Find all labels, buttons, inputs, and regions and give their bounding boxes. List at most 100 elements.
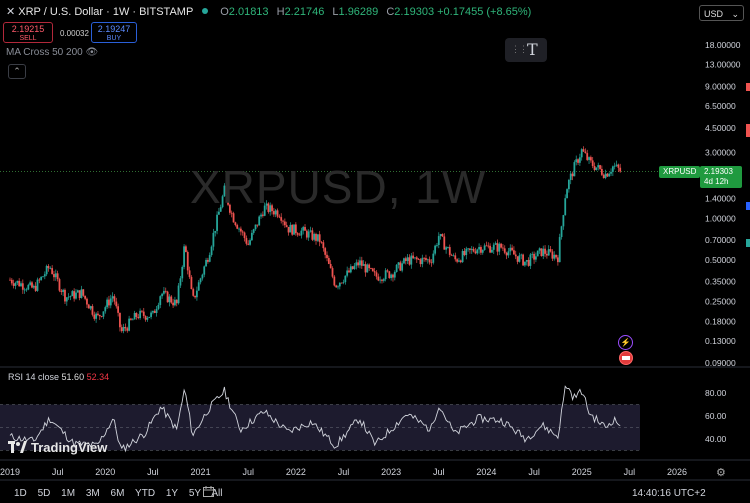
candle-body <box>549 249 552 252</box>
range-6m[interactable]: 6M <box>110 488 125 499</box>
candle <box>205 257 207 267</box>
candle-body <box>249 240 251 245</box>
range-all[interactable]: All <box>211 488 223 499</box>
buy-button[interactable]: 2.19247 BUY <box>91 22 137 43</box>
candle <box>500 242 502 249</box>
candle <box>535 252 537 263</box>
candle-body <box>600 168 603 175</box>
candle <box>163 287 165 296</box>
collapse-legend-button[interactable]: ⌃ <box>8 64 26 79</box>
candle-body <box>496 243 499 252</box>
candle <box>362 260 365 266</box>
candle <box>392 273 394 282</box>
candle <box>599 164 601 171</box>
drawing-toolbox[interactable]: ⋮⋮ T <box>505 38 547 62</box>
candle-body <box>386 270 389 272</box>
candle-body <box>518 255 521 262</box>
candle-body <box>485 245 488 247</box>
range-5d[interactable]: 5D <box>37 488 51 499</box>
candle <box>289 222 292 233</box>
candle <box>78 290 81 301</box>
text-tool-icon[interactable]: T <box>527 40 538 59</box>
gear-icon[interactable]: ⚙ <box>716 467 726 479</box>
candle-body <box>199 278 202 283</box>
axis-marker <box>746 124 750 132</box>
candle-body <box>49 268 52 269</box>
candle <box>514 250 517 260</box>
candle <box>511 244 513 252</box>
candle-body <box>109 298 112 306</box>
candle-body <box>535 256 537 260</box>
range-1y[interactable]: 1Y <box>165 488 179 499</box>
candle-body <box>131 319 134 321</box>
range-selector: 1D 5D 1M 3M 6M YTD 1Y 5Y All <box>14 488 230 499</box>
candle-body <box>210 246 213 256</box>
rsi-legend[interactable]: RSI 14 close 51.60 52.34 <box>8 372 109 382</box>
candle-body <box>371 268 374 272</box>
candle <box>322 240 325 252</box>
calendar-icon[interactable] <box>203 486 214 497</box>
candle-body <box>298 234 301 236</box>
sell-button[interactable]: 2.19215 SELL <box>3 22 53 43</box>
candle-body <box>348 270 350 273</box>
eye-icon[interactable]: 👁 <box>85 47 99 58</box>
candle-body <box>335 285 338 288</box>
candle-body <box>439 234 442 237</box>
lightning-icon[interactable]: ⚡ <box>618 335 633 350</box>
candle-body <box>511 247 513 251</box>
candle-body <box>456 259 459 262</box>
candle <box>375 270 378 280</box>
candle-body <box>368 264 371 269</box>
candle-body <box>503 248 506 253</box>
currency-select[interactable]: USD ⌄ <box>699 5 744 21</box>
candle <box>258 215 261 226</box>
candle-body <box>261 214 264 216</box>
buy-label: BUY <box>106 35 122 42</box>
candle <box>38 277 41 284</box>
range-5y[interactable]: 5Y <box>188 488 202 499</box>
candle <box>401 260 404 273</box>
axis-marker <box>746 202 750 210</box>
us-flag-icon[interactable] <box>619 351 633 365</box>
utc-clock[interactable]: 14:40:16 UTC+2 <box>632 488 706 499</box>
candle-body <box>326 254 328 259</box>
drag-handle-icon[interactable]: ⋮⋮ <box>511 44 528 54</box>
candle <box>384 268 387 282</box>
candle <box>278 214 281 219</box>
candle <box>10 278 13 286</box>
candle <box>23 287 26 294</box>
tradingview-logo[interactable]: TradingView <box>8 440 107 455</box>
candle-body <box>571 173 574 177</box>
candle <box>256 224 259 228</box>
range-ytd[interactable]: YTD <box>135 488 156 499</box>
candle <box>558 233 561 263</box>
range-3m[interactable]: 3M <box>85 488 100 499</box>
candle <box>615 160 618 167</box>
candle-body <box>414 257 416 259</box>
candle-body <box>514 254 517 257</box>
candle <box>47 264 50 272</box>
range-1m[interactable]: 1M <box>61 488 76 499</box>
candle <box>536 250 539 257</box>
candle-body <box>562 215 565 227</box>
candle-body <box>241 231 244 233</box>
candle-body <box>425 258 427 261</box>
candle-body <box>45 265 48 275</box>
time-axis-tick-label: 2025 <box>572 467 592 477</box>
candle-body <box>458 260 460 262</box>
candle <box>404 256 407 265</box>
candle <box>45 264 48 277</box>
candle-body <box>516 256 519 262</box>
range-1d[interactable]: 1D <box>14 488 27 499</box>
candle <box>513 246 515 255</box>
close-icon[interactable]: ✕ <box>6 6 16 18</box>
candle-body <box>38 279 41 281</box>
symbol-title[interactable]: XRP / U.S. Dollar · 1W · BITSTAMP <box>18 6 194 18</box>
candle <box>485 241 488 247</box>
candle <box>426 258 429 264</box>
candle <box>467 247 470 252</box>
candle <box>84 295 87 301</box>
candle-body <box>47 265 50 269</box>
ma-cross-indicator[interactable]: MA Cross 50 200 👁 <box>6 47 98 58</box>
